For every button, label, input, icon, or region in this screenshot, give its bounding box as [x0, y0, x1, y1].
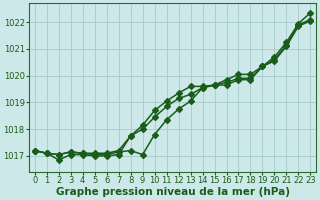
X-axis label: Graphe pression niveau de la mer (hPa): Graphe pression niveau de la mer (hPa): [56, 187, 290, 197]
